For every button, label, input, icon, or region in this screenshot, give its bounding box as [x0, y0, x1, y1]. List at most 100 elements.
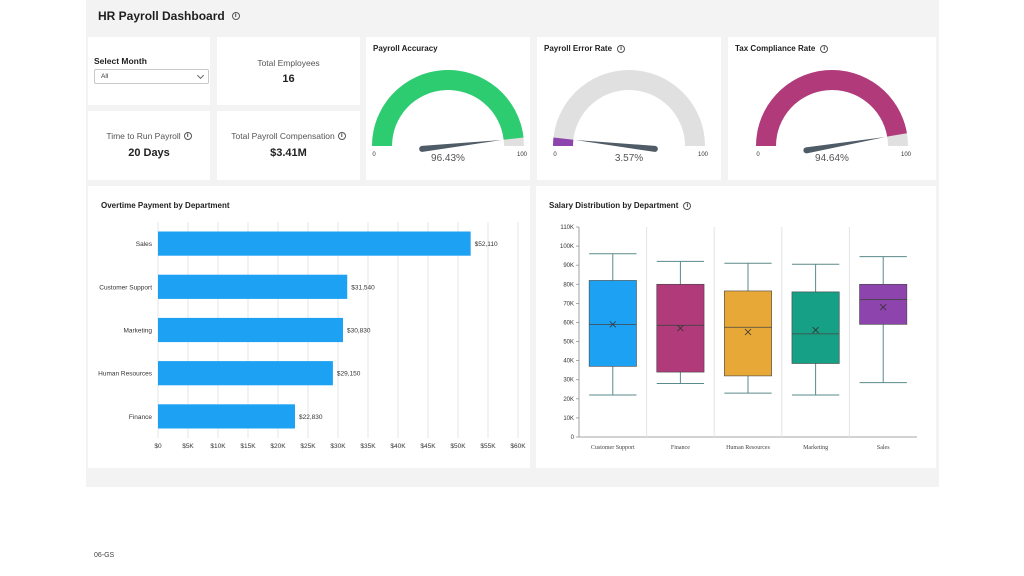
y-category-label: Customer Support [99, 284, 152, 291]
x-tick-label: $35K [360, 443, 376, 450]
gauge-max-label: 100 [698, 152, 709, 158]
y-tick-label: 40K [563, 359, 574, 365]
y-category-label: Marketing [123, 328, 152, 335]
total-employees-value: 16 [282, 73, 295, 85]
bar [158, 361, 333, 386]
time-to-run-label: Time to Run Payroll i [88, 131, 210, 141]
info-icon[interactable]: i [683, 201, 692, 210]
overtime-chart-card: Overtime Payment by Department $0 $5K $10K… [88, 186, 530, 468]
footer-code: 06-GS [94, 552, 115, 559]
y-category-label: Human Resources [98, 371, 153, 378]
gauge-title: Tax Compliance Rate i [735, 44, 829, 53]
total-compensation-card: Total Payroll Compensation i $3.41M [217, 111, 360, 180]
y-tick-label: 10K [563, 416, 574, 422]
gauge-track [553, 70, 705, 146]
gauge-min-label: 0 [553, 152, 557, 158]
y-tick-label: 70K [563, 301, 574, 307]
x-category-label: Customer Support [591, 445, 635, 451]
overtime-bar-chart: $0 $5K $10K $15K $20K $25K $30K $35K $40K $45K $50… [98, 222, 526, 450]
info-icon[interactable]: i [337, 132, 346, 140]
x-category-label: Finance [671, 445, 690, 451]
info-icon[interactable]: i [617, 44, 626, 53]
bar [158, 317, 343, 343]
bar [158, 274, 348, 299]
y-tick-label: 60K [563, 320, 574, 326]
gauge-needle [803, 136, 886, 154]
y-tick-label: 100K [560, 244, 574, 250]
month-select[interactable]: All [94, 69, 209, 84]
x-tick-label: $20K [270, 443, 286, 450]
gauge-max-label: 100 [517, 152, 528, 158]
total-compensation-value: $3.41M [270, 147, 307, 159]
total-employees-label: Total Employees [257, 58, 320, 68]
info-icon[interactable]: i [183, 132, 192, 140]
mean-marker [879, 303, 887, 311]
x-tick-label: $25K [300, 443, 316, 450]
mean-marker [609, 321, 617, 328]
gauge-chart: 0 100 94.64% [756, 70, 912, 164]
y-tick-label: 80K [563, 282, 574, 288]
salary-box-chart: 0 10K 20K 30K 40K 50K 60K 70K 80K 90K 100K 110K Cust… [560, 225, 917, 451]
x-tick-label: $45K [420, 443, 436, 450]
y-category-label: Finance [129, 414, 153, 421]
box [859, 283, 908, 325]
info-icon[interactable]: i [820, 44, 829, 53]
x-tick-label: $40K [390, 443, 406, 450]
dashboard-panel: HR Payroll Dashboard i Select Month All … [86, 0, 939, 487]
header: HR Payroll Dashboard i [98, 9, 240, 23]
month-select-value: All [101, 73, 109, 80]
gauge-fill [372, 70, 524, 146]
info-icon[interactable]: i [231, 12, 240, 20]
bar [158, 231, 471, 256]
x-category-label: Sales [877, 445, 890, 451]
payroll-accuracy-card: Payroll Accuracy 0 100 96.43% [366, 37, 530, 180]
y-tick-label: 90K [563, 263, 574, 269]
bar-value-label: $52,110 [475, 241, 498, 248]
x-tick-label: $30K [330, 443, 346, 450]
total-compensation-label: Total Payroll Compensation i [217, 131, 360, 141]
mean-marker [677, 324, 684, 332]
mean-marker [812, 326, 819, 334]
box [791, 291, 840, 364]
chart-title: Overtime Payment by Department [101, 201, 230, 210]
x-tick-label: $55K [480, 443, 496, 450]
tax-compliance-card: Tax Compliance Rate i 0 100 94.64% [728, 37, 936, 180]
bar [158, 404, 295, 429]
gauge-chart: 0 100 96.43% [372, 70, 528, 164]
chart-title: Salary Distribution by Department i [549, 201, 692, 210]
x-tick-label: $0 [154, 443, 162, 450]
gauge-value-label: 96.43% [431, 153, 465, 164]
x-tick-label: $15K [240, 443, 256, 450]
gauge-max-label: 100 [901, 152, 912, 158]
x-tick-label: $5K [182, 443, 194, 450]
x-tick-label: $50K [450, 443, 466, 450]
box [724, 290, 772, 377]
gauge-min-label: 0 [756, 152, 760, 158]
gauge-value-label: 94.64% [815, 153, 849, 164]
y-tick-label: 30K [563, 378, 574, 384]
bar-value-label: $22,830 [299, 414, 323, 421]
y-tick-label: 20K [563, 397, 574, 403]
y-tick-label: 0 [571, 435, 575, 441]
y-tick-label: 110K [560, 225, 574, 231]
time-to-run-value: 20 Days [128, 147, 170, 159]
payroll-error-rate-card: Payroll Error Rate i 0 100 3.57% [537, 37, 721, 180]
gauge-chart: 0 100 3.57% [553, 70, 709, 164]
y-category-label: Sales [136, 241, 153, 248]
total-employees-card: Total Employees 16 [217, 37, 360, 105]
x-category-label: Human Resources [726, 445, 770, 451]
gauge-needle [419, 139, 502, 152]
x-tick-label: $60K [510, 443, 526, 450]
gauge-fill [756, 70, 907, 146]
x-category-label: Marketing [803, 445, 828, 451]
box [588, 280, 637, 367]
x-tick-label: $10K [210, 443, 226, 450]
gauge-fill [553, 137, 574, 146]
bar-value-label: $29,150 [337, 371, 361, 378]
bar-value-label: $31,540 [351, 284, 375, 291]
select-month-label: Select Month [94, 56, 147, 66]
gauge-title: Payroll Error Rate i [544, 44, 626, 53]
time-to-run-card: Time to Run Payroll i 20 Days [88, 111, 210, 180]
bar-value-label: $30,830 [347, 328, 371, 335]
gauge-needle [575, 139, 658, 152]
